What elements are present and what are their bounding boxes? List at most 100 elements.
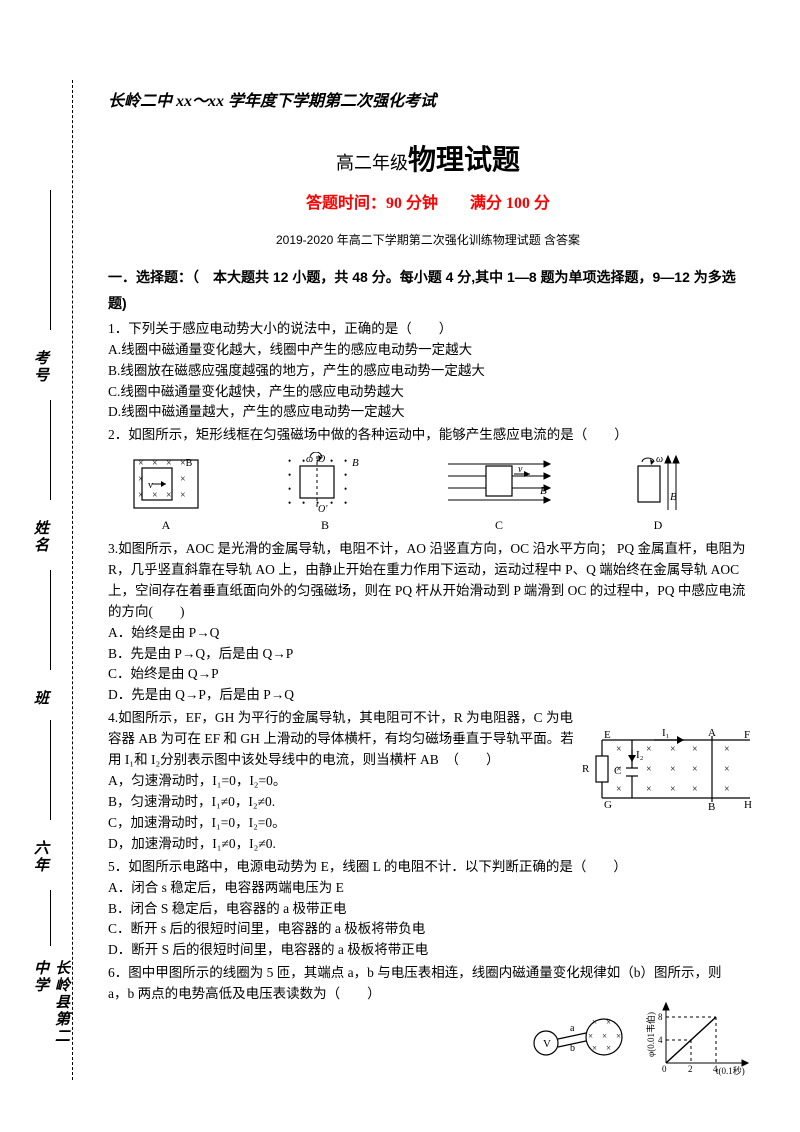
binding-class: 班 — [30, 690, 51, 707]
svg-text:•: • — [288, 498, 291, 508]
q6-ytick-8: 8 — [658, 1012, 663, 1022]
binding-line-1 — [50, 890, 51, 946]
time-value: 90 分钟 — [386, 195, 438, 212]
q6-fig-b: 8 4 0 2 4 t(0.1秒) φ(0.01韦伯) — [644, 999, 754, 1077]
question-2: 2．如图所示，矩形线框在匀强磁场中做的各种运动中，能够产生感应电流的是（ ） ×… — [108, 425, 748, 535]
svg-text:×: × — [166, 490, 172, 501]
binding-line-2 — [50, 720, 51, 820]
q2-label-c: C — [495, 516, 503, 535]
q4-lbl-C: C — [614, 765, 621, 777]
svg-text:×: × — [138, 474, 144, 485]
binding-labels: 长岭县第二中学 六年 班 姓名 考号 — [30, 100, 70, 1060]
q6-figures: ×× ××× ×× V a b — [526, 999, 754, 1077]
svg-text:•: • — [288, 470, 291, 480]
title-subject: 物理试题 — [408, 145, 520, 176]
full-prefix: 满分 — [470, 195, 506, 212]
q5-stem: 5．如图所示电路中，电源电动势为 E，线圈 L 的电阻不计．以下判断正确的是（ … — [108, 857, 748, 878]
q3-opt-c: C．始终是由 Q→P — [108, 664, 748, 685]
q1-opt-d: D.线圈中磁通量越大，产生的感应电动势一定越大 — [108, 402, 748, 423]
svg-text:•: • — [288, 456, 291, 466]
question-3: 3.如图所示，AOC 是光滑的金属导轨，电阻不计，AO 沿竖直方向，OC 沿水平… — [108, 539, 748, 706]
exam-title: 高二年级物理试题 — [108, 139, 748, 182]
svg-text:×: × — [138, 490, 144, 501]
svg-text:×B: ×B — [180, 458, 193, 469]
q1-stem: 1．下列关于感应电动势大小的说法中，正确的是（ ） — [108, 319, 748, 340]
svg-text:×: × — [588, 1031, 593, 1041]
q1-opt-c: C.线圈中磁通量变化越快，产生的感应电动势越大 — [108, 382, 748, 403]
q2-label-b: B — [321, 516, 329, 535]
q4-lbl-G: G — [604, 799, 612, 811]
svg-text:•: • — [344, 484, 347, 494]
q2-svg-c: v B — [444, 452, 554, 516]
svg-text:×: × — [670, 784, 676, 795]
q4-lbl-B: B — [708, 801, 715, 812]
q4-lbl-F: F — [744, 729, 750, 741]
q3-opt-a: A．始终是由 P→Q — [108, 623, 748, 644]
q4-lbl-I1: I₁ — [662, 727, 670, 739]
svg-text:×: × — [646, 744, 652, 755]
svg-text:B: B — [352, 457, 359, 469]
q6-lbl-a: a — [570, 1023, 575, 1034]
q6-lbl-b: b — [570, 1043, 575, 1054]
section-1-head: 一．选择题：（ 本大题共 12 小题，共 48 分。每小题 4 分,其中 1—8… — [108, 264, 748, 317]
svg-text:×: × — [724, 784, 730, 795]
svg-text:v: v — [518, 464, 523, 475]
binding-line-3 — [50, 570, 51, 670]
q4-lbl-H: H — [744, 799, 752, 811]
q4-lbl-A: A — [708, 727, 716, 739]
exam-header: 长岭二中 xx～xx 学年度下学期第二次强化考试 — [108, 90, 748, 115]
q3-opt-b: B．先是由 P→Q，后是由 Q→P — [108, 644, 748, 665]
q6-xlab: t(0.1秒) — [716, 1065, 745, 1076]
svg-text:•: • — [344, 456, 347, 466]
svg-text:×: × — [724, 764, 730, 775]
q2-stem: 2．如图所示，矩形线框在匀强磁场中做的各种运动中，能够产生感应电流的是（ ） — [108, 425, 748, 446]
question-4: 4.如图所示，EF，GH 为平行的金属导轨，其电阻可不计，R 为电阻器，C 为电… — [108, 708, 748, 854]
q2-diagram-c: v B C — [444, 452, 554, 535]
q6-xtick-2: 2 — [688, 1064, 693, 1074]
q2-svg-b: ••••• •• •• ••••• O O′ ω B — [282, 452, 368, 516]
binding-dash-line — [72, 80, 73, 1080]
time-score-line: 答题时间：90 分钟 满分 100 分 — [108, 192, 748, 217]
binding-school: 长岭县第二中学 — [30, 960, 72, 1060]
svg-text:•: • — [330, 498, 333, 508]
svg-text:×: × — [616, 1031, 621, 1041]
svg-text:B: B — [670, 491, 677, 503]
q2-diagram-b: ••••• •• •• ••••• O O′ ω B B — [282, 452, 368, 535]
svg-text:•: • — [302, 498, 305, 508]
question-6: 6．图中甲图所示的线圈为 5 匝，其端点 a，b 与电压表相连，线圈内磁通量变化… — [108, 963, 748, 1005]
q2-svg-d: ω B — [630, 452, 686, 516]
q2-svg-a: ××××B ×× ×××× v — [126, 452, 206, 516]
svg-text:×: × — [724, 744, 730, 755]
q4-lbl-E: E — [604, 729, 611, 741]
q5-opt-d: D．断开 S 后的很短时间里，电容器的 a 极板将带正电 — [108, 940, 748, 961]
svg-text:×: × — [692, 784, 698, 795]
svg-text:×: × — [670, 764, 676, 775]
svg-text:×: × — [592, 1017, 597, 1027]
page-content: 长岭二中 xx～xx 学年度下学期第二次强化考试 高二年级物理试题 答题时间：9… — [108, 90, 748, 1007]
binding-examno: 考号 — [30, 350, 51, 384]
q4-lbl-I2: I₂ — [636, 749, 644, 761]
svg-text:×: × — [152, 490, 158, 501]
q6-xtick-0: 0 — [662, 1064, 667, 1074]
q2-label-d: D — [654, 516, 663, 535]
svg-text:×: × — [692, 764, 698, 775]
q1-opt-a: A.线圈中磁通量变化越大，线圈中产生的感应电动势一定越大 — [108, 340, 748, 361]
q2-label-a: A — [162, 516, 171, 535]
sub-line: 2019-2020 年高二下学期第二次强化训练物理试题 含答案 — [108, 231, 748, 250]
q3-stem: 3.如图所示，AOC 是光滑的金属导轨，电阻不计，AO 沿竖直方向，OC 沿水平… — [108, 539, 748, 623]
svg-text:B: B — [540, 485, 547, 497]
q5-opt-b: B．闭合 S 稳定后，电容器的 a 极带正电 — [108, 899, 748, 920]
svg-text:ω: ω — [306, 454, 313, 465]
svg-text:×: × — [166, 458, 172, 469]
question-1: 1．下列关于感应电动势大小的说法中，正确的是（ ） A.线圈中磁通量变化越大，线… — [108, 319, 748, 424]
svg-text:×: × — [646, 764, 652, 775]
svg-text:×: × — [592, 1043, 597, 1053]
svg-text:×: × — [616, 784, 622, 795]
title-grade: 高二年级 — [336, 153, 408, 173]
time-prefix: 答题时间： — [306, 195, 386, 212]
svg-text:×: × — [670, 744, 676, 755]
svg-text:•: • — [344, 470, 347, 480]
svg-text:ω: ω — [656, 454, 663, 465]
q6-fig-a: ×× ××× ×× V a b — [526, 999, 636, 1065]
q6-ylab: φ(0.01韦伯) — [645, 1012, 656, 1057]
